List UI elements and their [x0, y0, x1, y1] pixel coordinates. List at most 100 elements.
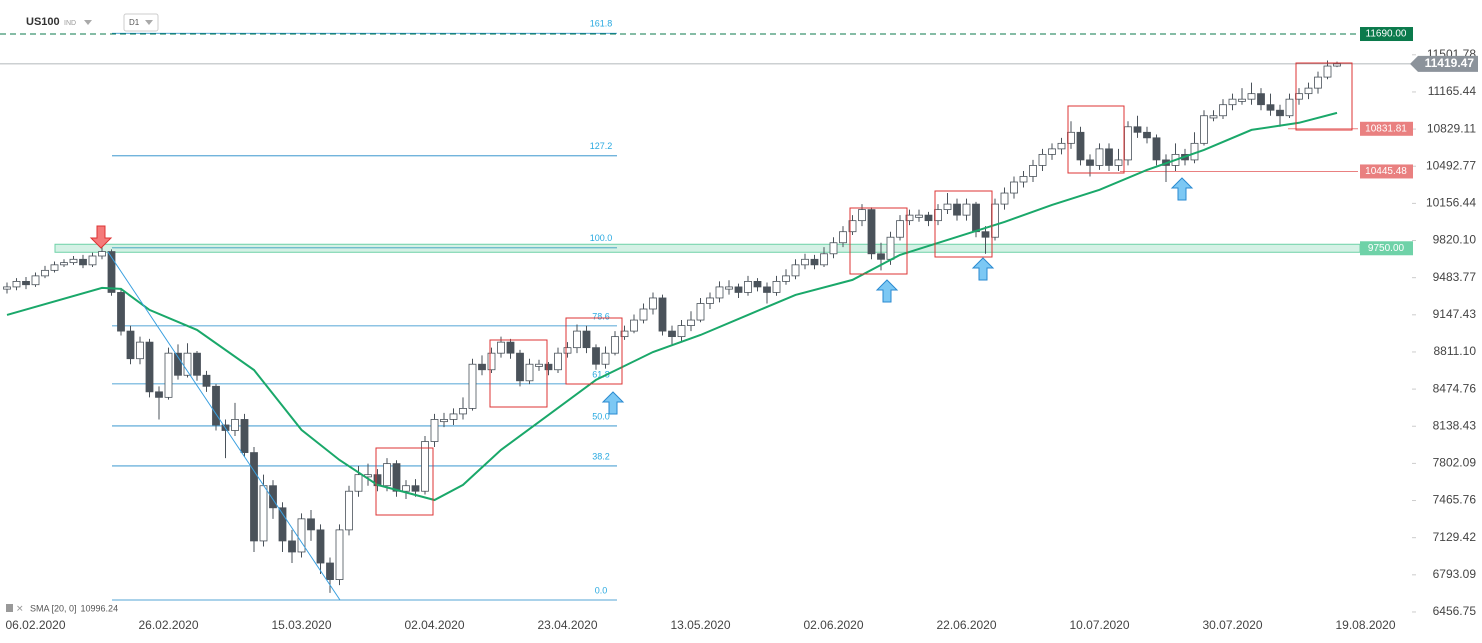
- y-tick-label: 11165.44: [1428, 84, 1477, 98]
- candle-body: [953, 203, 961, 216]
- candle-body: [155, 391, 163, 398]
- candle-body: [440, 419, 448, 423]
- candle-body: [250, 452, 258, 542]
- candle-body: [991, 203, 999, 238]
- candle-body: [1295, 93, 1303, 100]
- candle-body: [1124, 126, 1132, 161]
- sma-line: [6, 111, 1338, 502]
- candle-body: [791, 264, 800, 277]
- level-zone: [54, 243, 1361, 253]
- dropdown-icon[interactable]: [84, 20, 92, 25]
- header: US100 IND D1: [26, 13, 159, 32]
- fib-label: 38.2: [592, 451, 610, 461]
- y-tick-label: 8138.43: [1433, 418, 1477, 432]
- up-arrow: [1170, 177, 1194, 201]
- candle-body: [1086, 159, 1094, 166]
- candle-body: [554, 352, 562, 371]
- candle-body: [1228, 98, 1237, 106]
- level-tag: [1360, 121, 1413, 136]
- candle-body: [592, 347, 600, 365]
- candle-body: [98, 251, 106, 257]
- x-tick-label: 19.08.2020: [1335, 618, 1395, 632]
- candle-body: [611, 336, 619, 354]
- candle-body: [573, 330, 581, 349]
- candle-body: [421, 441, 429, 492]
- candle-body: [734, 286, 743, 293]
- candle-body: [886, 236, 895, 260]
- x-tick-label: 22.06.2020: [936, 618, 996, 632]
- candle-body: [763, 286, 771, 293]
- candle-body: [126, 330, 135, 360]
- candle-body: [972, 203, 980, 233]
- up-arrow: [875, 279, 899, 303]
- candle-body: [696, 303, 705, 321]
- candle-body: [136, 341, 144, 360]
- candle-body: [744, 280, 752, 293]
- range-box: [1067, 105, 1125, 174]
- candle-body: [677, 325, 686, 338]
- candle-body: [345, 490, 353, 531]
- levels-layer: 161.8 127.2 100.0 78.6 61.8 50.0 38.2 0.0: [0, 19, 1412, 601]
- x-tick-label: 13.05.2020: [670, 618, 730, 632]
- candle-body: [174, 352, 182, 376]
- candle-body: [335, 529, 344, 580]
- candle-body: [3, 286, 11, 290]
- candle-body: [1143, 131, 1151, 139]
- range-box: [934, 190, 993, 258]
- dropdown-icon[interactable]: [145, 20, 153, 25]
- range-box: [375, 447, 434, 516]
- candle-body: [326, 562, 334, 580]
- range-box: [489, 339, 548, 408]
- candle-body: [715, 286, 724, 299]
- candle-body: [1247, 93, 1256, 100]
- y-tick-label: 6793.09: [1433, 567, 1477, 581]
- candle-body: [269, 485, 277, 509]
- fib-label: 127.2: [590, 141, 613, 151]
- indicator-legend: ✕ SMA [20, 0] 10996.24: [6, 603, 118, 613]
- y-tick-label: 9820.10: [1433, 233, 1477, 247]
- candle-body: [706, 297, 714, 304]
- y-tick-label: 7802.09: [1433, 456, 1477, 470]
- candle-body: [1200, 115, 1208, 144]
- candle-body: [1076, 131, 1085, 161]
- candle-body: [212, 385, 220, 426]
- x-tick-label: 02.06.2020: [803, 618, 863, 632]
- candle-body: [449, 413, 458, 420]
- candle-body: [943, 203, 952, 211]
- timeframe-box[interactable]: [123, 13, 159, 32]
- candle-body: [1010, 181, 1018, 194]
- candle-body: [658, 297, 667, 332]
- level-tag-label: 11690.00: [1366, 29, 1407, 40]
- candle-body: [1266, 104, 1275, 111]
- legend-close[interactable]: ✕: [16, 603, 24, 613]
- y-tick-label: 8811.10: [1434, 344, 1477, 358]
- candle-body: [193, 352, 201, 376]
- candle-body: [1067, 131, 1075, 144]
- candle-body: [753, 280, 762, 288]
- candle-body: [544, 363, 553, 371]
- candle-body: [117, 292, 125, 332]
- candle-body: [934, 209, 942, 222]
- candle-body: [601, 352, 610, 365]
- level-tag: [1360, 164, 1413, 179]
- candle-body: [487, 352, 496, 371]
- range-box: [565, 317, 623, 385]
- candle-body: [1314, 76, 1322, 89]
- level-tag-label: 9750.00: [1368, 243, 1405, 254]
- candle-body: [668, 330, 676, 338]
- candle-body: [877, 253, 885, 260]
- x-tick-label: 06.02.2020: [5, 618, 65, 632]
- y-tick-label: 7129.42: [1433, 530, 1477, 544]
- candle-body: [259, 485, 268, 542]
- candle-body: [468, 363, 477, 409]
- candle-body: [810, 258, 819, 266]
- candle-body: [50, 264, 59, 271]
- candle-body: [1029, 165, 1037, 177]
- candle-body: [924, 214, 933, 222]
- candle-body: [307, 518, 315, 531]
- level-tag-label: 10445.48: [1365, 166, 1407, 177]
- candle-body: [687, 319, 695, 326]
- range-box: [849, 207, 908, 275]
